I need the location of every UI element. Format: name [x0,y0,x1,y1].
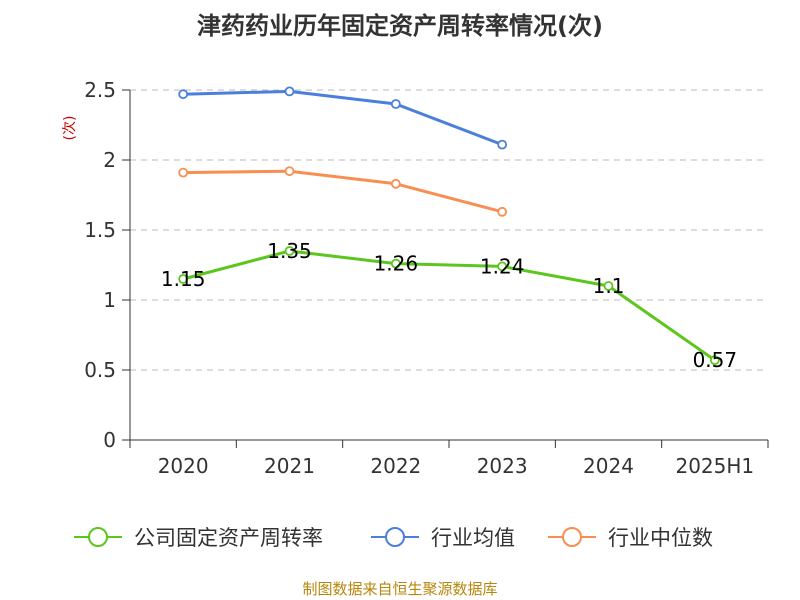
data-point [497,206,508,217]
data-label: 0.57 [693,348,738,372]
data-point [178,274,189,284]
data-point [284,246,295,256]
y-tick-label: 2 [103,148,116,172]
y-axis-label: (次) [62,116,78,141]
legend-label: 行业均值 [431,526,515,550]
data-point [390,99,401,109]
x-tick-label: 2021 [264,454,315,478]
x-tick-label: 2024 [583,454,634,478]
series-group [178,86,720,366]
data-point [178,167,189,178]
data-point [390,258,401,269]
x-tick-label: 2025H1 [675,454,754,478]
legend-label: 行业中位数 [608,526,713,550]
legend-marker [385,527,405,547]
series-line [183,169,503,214]
data-point [284,86,295,97]
x-tick-label: 2023 [477,454,528,478]
series-line [183,89,503,147]
source-note: 制图数据来自恒生聚源数据库 [302,580,497,598]
axes: 0 0.5 1 1.5 2 2.5 2020 2021 2022 2023 2024 2025H1 [84,78,769,478]
x-tick-label: 2020 [158,454,209,478]
data-point [178,89,189,100]
series-line [182,249,716,362]
chart-title: 津药药业历年固定资产周转率情况(次) [197,12,603,40]
legend-label: 公司固定资产周转率 [134,526,323,550]
data-point [497,139,508,150]
data-labels: 1.15 1.35 1.26 1.24 1.1 0.57 [161,239,737,372]
x-tick-label: 2022 [370,454,421,478]
y-tick-label: 0.5 [84,358,116,382]
legend-marker [88,527,108,547]
data-label: 1.15 [161,267,206,291]
data-point [390,178,401,189]
data-point [497,261,508,272]
y-tick-label: 2.5 [84,78,116,102]
y-tick-label: 0 [103,428,116,452]
y-tick-label: 1 [103,288,116,312]
data-label: 1.1 [593,274,625,298]
data-point [709,355,720,366]
legend: 公司固定资产周转率 行业均值 行业中位数 [74,526,713,550]
data-point [603,281,614,291]
data-label: 1.24 [480,254,525,278]
data-label: 1.35 [267,239,312,263]
grid [130,89,768,371]
data-label: 1.26 [374,252,419,276]
y-tick-label: 1.5 [84,218,116,242]
legend-marker [562,527,582,547]
data-point [284,166,295,177]
